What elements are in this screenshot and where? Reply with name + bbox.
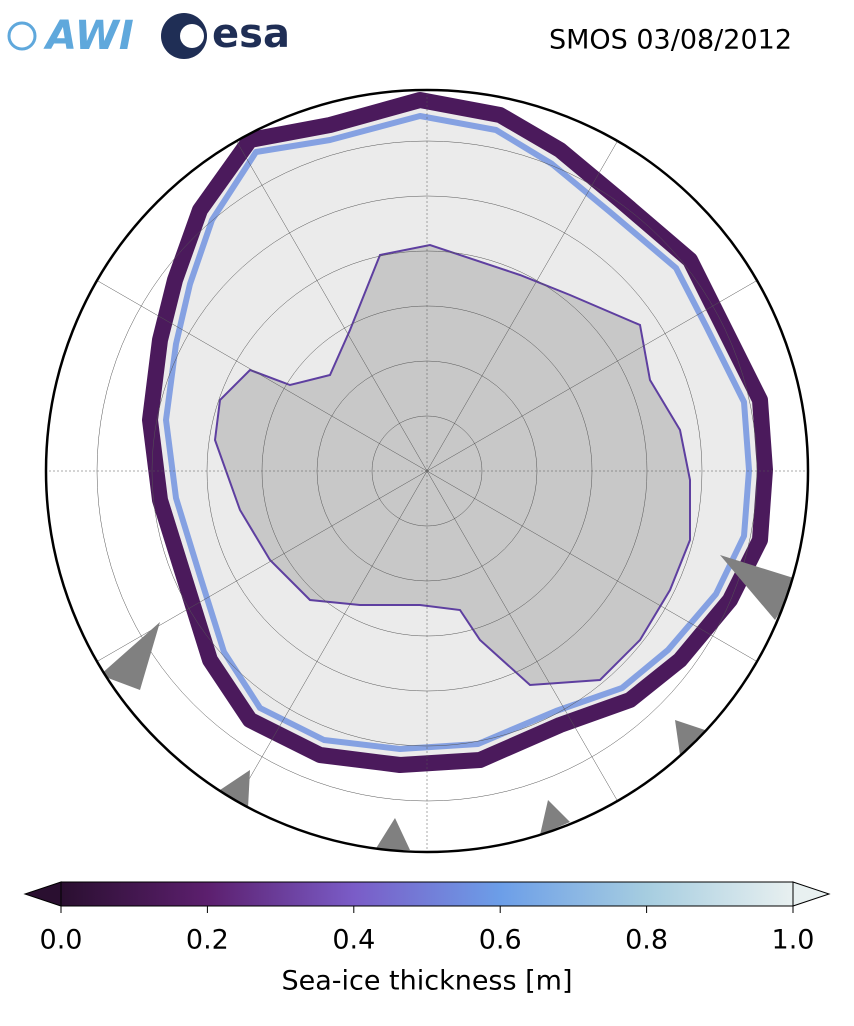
graticule [46, 90, 808, 852]
colorbar-extension [23, 881, 62, 907]
meridian [426, 470, 774, 672]
sea-ice-edge [163, 113, 752, 752]
esa-text: esa [212, 11, 290, 57]
antarctica [213, 243, 691, 687]
meridian [426, 270, 774, 472]
colorbar: Sea-ice thickness [m] 0.0 0.2 0.4 0.6 0.8 1.0 [23, 881, 831, 997]
colorbar-label: Sea-ice thickness [m] [281, 966, 572, 997]
meridian [80, 270, 428, 472]
colorbar-tick-label: 0.8 [625, 925, 668, 956]
colorbar-tick-label: 0.6 [479, 925, 522, 956]
map-title: SMOS 03/08/2012 [549, 25, 792, 56]
meridian [226, 124, 428, 472]
colorbar-gradient [60, 881, 794, 907]
colorbar-tick-label: 1.0 [772, 925, 815, 956]
awi-text: AWI [43, 13, 134, 59]
parallel [371, 415, 483, 527]
colorbar-tick-label: 0.2 [186, 925, 229, 956]
colorbar-tick-label: 0.0 [40, 925, 83, 956]
map-frame [44, 88, 810, 854]
colorbar-tick-label: 0.4 [332, 925, 375, 956]
meridian [426, 124, 628, 472]
meridian [226, 470, 428, 818]
map [46, 90, 808, 852]
parallel [151, 195, 703, 747]
colorbar-extension [792, 881, 831, 907]
meridian [80, 470, 428, 672]
awi-logo: AWI [7, 13, 134, 59]
esa-logo: esa [161, 11, 290, 59]
meridian [426, 470, 628, 818]
